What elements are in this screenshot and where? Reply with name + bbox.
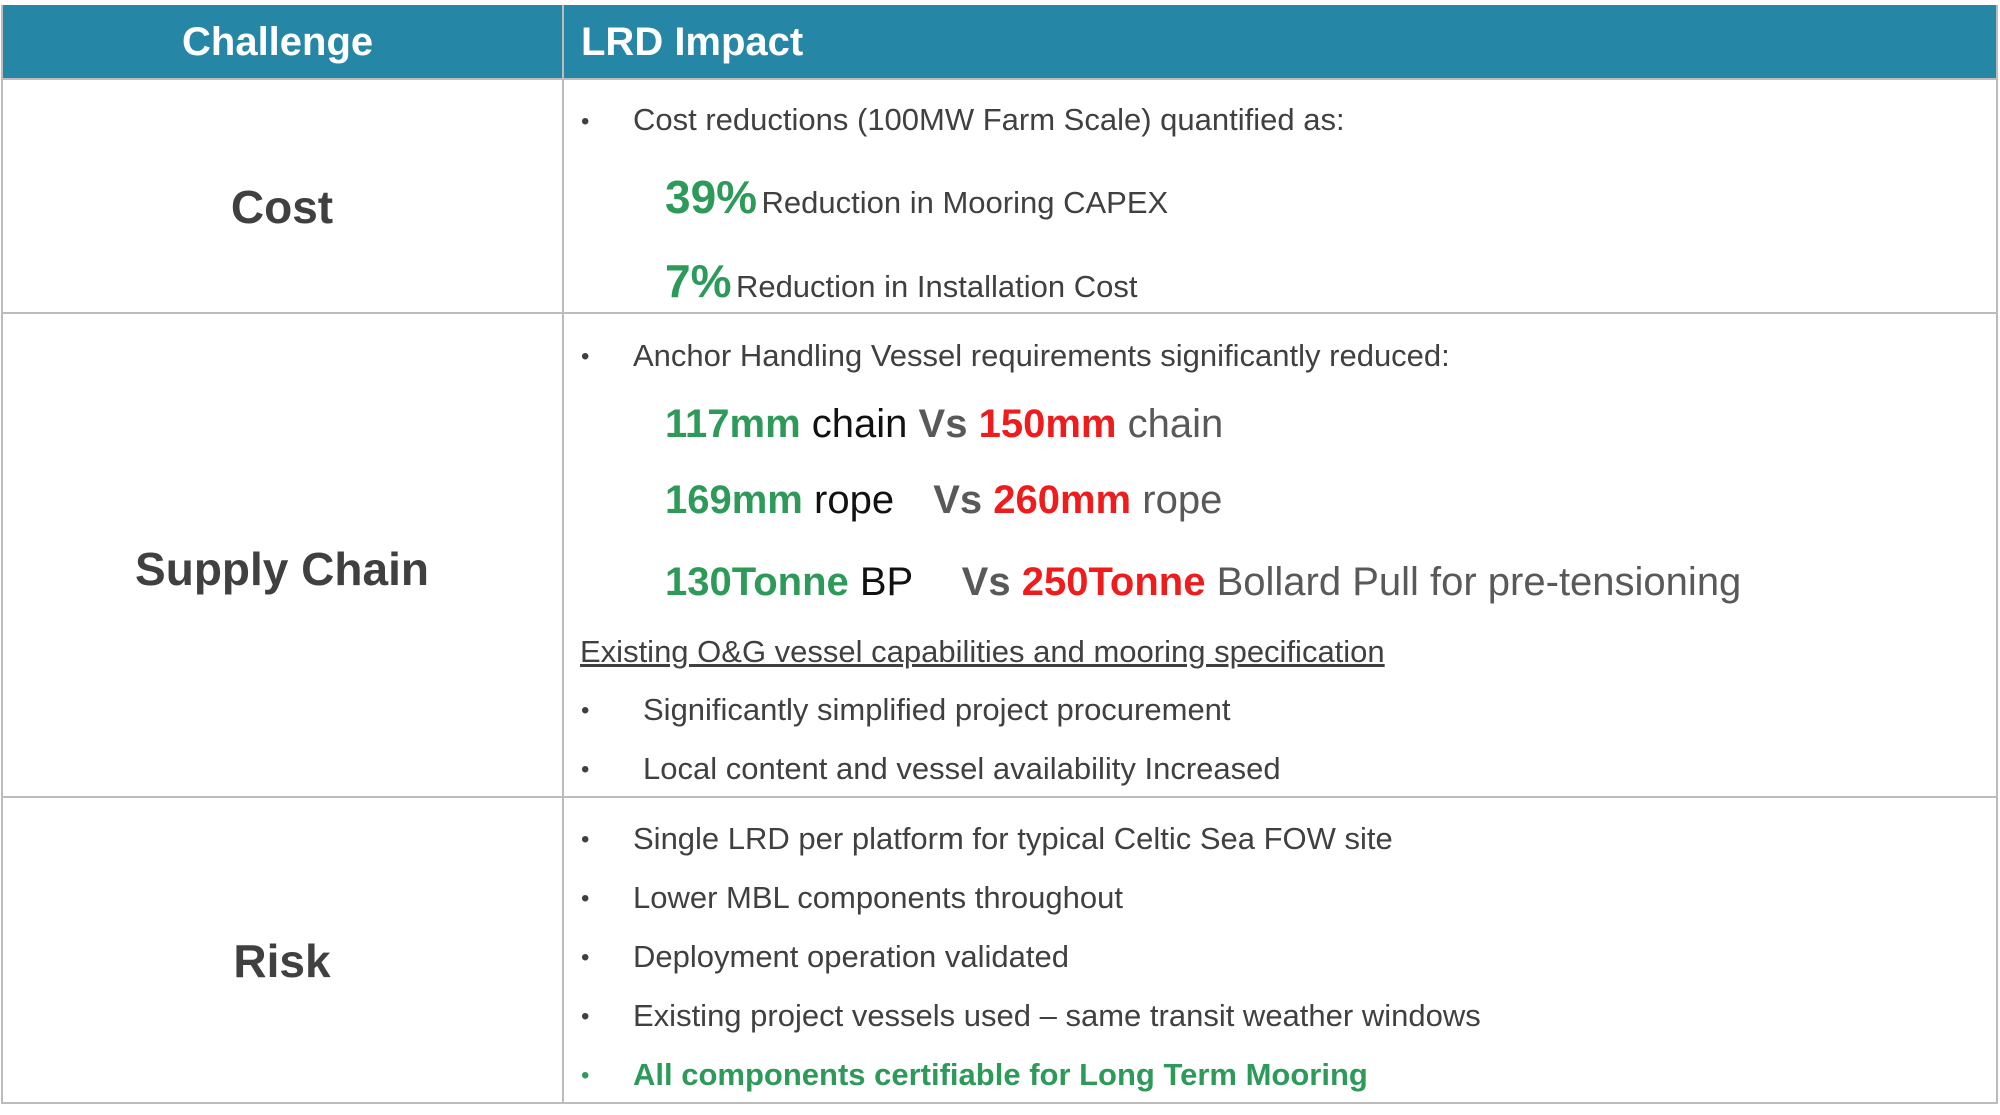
header-lrd-impact: LRD Impact bbox=[581, 20, 804, 64]
grid-line bbox=[1, 5, 3, 1104]
grid-line bbox=[2, 1102, 1998, 1104]
bullet-icon: • bbox=[581, 108, 590, 135]
stat-value: 39% bbox=[665, 171, 758, 223]
green-value: 117mm bbox=[665, 402, 801, 446]
unit-label: rope bbox=[1142, 478, 1223, 522]
unit-label: chain bbox=[1127, 402, 1224, 446]
grid-line bbox=[2, 78, 1998, 80]
comparison-rope: 169mm rope Vs 260mm rope bbox=[665, 478, 1222, 523]
supply-subheading: Existing O&G vessel capabilities and moo… bbox=[580, 634, 1385, 669]
bullet-icon: • bbox=[581, 1062, 590, 1089]
cost-stat-mooring: 39% Reduction in Mooring CAPEX bbox=[665, 170, 1168, 224]
list-item: Significantly simplified project procure… bbox=[643, 692, 1231, 727]
grid-line bbox=[562, 5, 564, 1104]
grid-line bbox=[2, 312, 1998, 314]
unit-label: rope bbox=[814, 478, 895, 522]
comparison-bollard-pull: 130Tonne BP Vs 250Tonne Bollard Pull for… bbox=[665, 560, 1741, 605]
list-item: Deployment operation validated bbox=[633, 939, 1069, 974]
stat-text: Reduction in Installation Cost bbox=[735, 269, 1138, 304]
grid-line bbox=[1996, 5, 1998, 1104]
stat-value: 7% bbox=[665, 255, 732, 307]
unit-label: BP bbox=[859, 560, 913, 604]
table-header bbox=[2, 5, 1998, 79]
stat-text: Reduction in Mooring CAPEX bbox=[761, 185, 1169, 220]
list-item-highlight: All components certifiable for Long Term… bbox=[633, 1057, 1368, 1092]
cost-stat-installation: 7% Reduction in Installation Cost bbox=[665, 254, 1137, 308]
bullet-icon: • bbox=[581, 944, 590, 971]
grid-line bbox=[2, 796, 1998, 798]
red-value: 260mm bbox=[993, 478, 1132, 522]
list-item: Existing project vessels used – same tra… bbox=[633, 998, 1481, 1033]
red-value: 150mm bbox=[978, 402, 1117, 446]
row-title-supply-chain: Supply Chain bbox=[135, 543, 429, 595]
red-value: 250Tonne bbox=[1021, 560, 1206, 604]
unit-label: chain bbox=[811, 402, 908, 446]
bullet-icon: • bbox=[581, 697, 590, 724]
list-item: Single LRD per platform for typical Celt… bbox=[633, 821, 1393, 856]
bullet-icon: • bbox=[581, 885, 590, 912]
bullet-icon: • bbox=[581, 343, 590, 370]
bullet-icon: • bbox=[581, 826, 590, 853]
comparison-chain: 117mm chain Vs 150mm chain bbox=[665, 402, 1223, 447]
green-value: 169mm bbox=[665, 478, 803, 522]
cost-intro: Cost reductions (100MW Farm Scale) quant… bbox=[633, 102, 1345, 137]
bullet-icon: • bbox=[581, 1003, 590, 1030]
row-title-risk: Risk bbox=[233, 935, 331, 987]
vs-label: Vs bbox=[933, 478, 983, 522]
list-item: Local content and vessel availability In… bbox=[643, 751, 1281, 786]
bullet-icon: • bbox=[581, 756, 590, 783]
row-title-cost: Cost bbox=[230, 181, 334, 233]
list-item: Lower MBL components throughout bbox=[633, 880, 1123, 915]
vs-label: Vs bbox=[918, 402, 968, 446]
vs-label: Vs bbox=[961, 560, 1011, 604]
header-challenge: Challenge bbox=[182, 20, 374, 64]
unit-label: Bollard Pull for pre-tensioning bbox=[1216, 560, 1742, 604]
supply-intro: Anchor Handling Vessel requirements sign… bbox=[633, 338, 1450, 373]
green-value: 130Tonne bbox=[665, 560, 849, 604]
